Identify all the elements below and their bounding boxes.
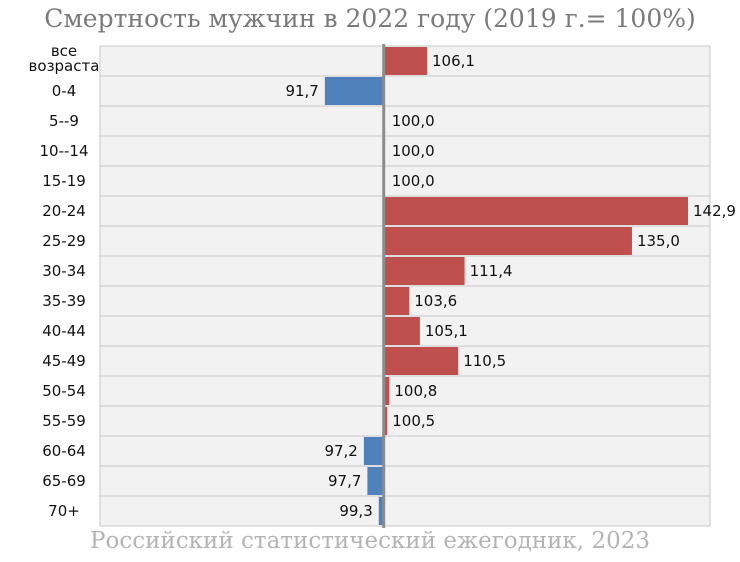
value-label: 100,0 bbox=[392, 142, 435, 160]
category-label: 50-54 bbox=[42, 382, 86, 400]
row-band bbox=[99, 75, 711, 107]
bar bbox=[383, 47, 427, 75]
category-label: 20-24 bbox=[42, 202, 86, 220]
row-band bbox=[99, 375, 711, 407]
row-band bbox=[99, 105, 711, 137]
category-label: 70+ bbox=[48, 502, 80, 520]
category-label: 55-59 bbox=[42, 412, 86, 430]
category-label: 45-49 bbox=[42, 352, 86, 370]
bar bbox=[383, 287, 410, 315]
row-band bbox=[99, 495, 711, 527]
bar bbox=[383, 347, 459, 375]
value-label: 103,6 bbox=[414, 292, 457, 310]
bar bbox=[324, 77, 384, 105]
chart-title: Смертность мужчин в 2022 году (2019 г.= … bbox=[44, 4, 696, 33]
category-label: 30-34 bbox=[42, 262, 86, 280]
row-band bbox=[99, 465, 711, 497]
chart-source: Российский статистический ежегодник, 202… bbox=[90, 528, 650, 554]
value-label: 135,0 bbox=[637, 232, 680, 250]
bar bbox=[383, 227, 632, 255]
value-label: 100,8 bbox=[394, 382, 437, 400]
bar bbox=[363, 437, 384, 465]
category-label: 65-69 bbox=[42, 472, 86, 490]
value-label: 106,1 bbox=[432, 52, 475, 70]
category-label: 40-44 bbox=[42, 322, 86, 340]
value-label: 97,2 bbox=[324, 442, 357, 460]
value-label: 97,7 bbox=[328, 472, 361, 490]
bar bbox=[383, 407, 388, 435]
category-label: 25-29 bbox=[42, 232, 86, 250]
category-label: 10--14 bbox=[40, 142, 89, 160]
bar bbox=[367, 467, 384, 495]
value-label: 99,3 bbox=[339, 502, 372, 520]
category-label: 60-64 bbox=[42, 442, 86, 460]
row-band bbox=[99, 435, 711, 467]
category-label: 35-39 bbox=[42, 292, 86, 310]
bar bbox=[383, 317, 420, 345]
bar bbox=[383, 377, 390, 405]
value-label: 91,7 bbox=[285, 82, 318, 100]
value-label: 100,0 bbox=[392, 172, 435, 190]
value-label: 105,1 bbox=[425, 322, 468, 340]
category-label: 0-4 bbox=[52, 82, 77, 100]
row-band bbox=[99, 405, 711, 437]
value-label: 111,4 bbox=[470, 262, 513, 280]
bar bbox=[378, 497, 384, 525]
bars bbox=[324, 47, 689, 525]
category-label: все возраста bbox=[29, 42, 100, 75]
category-label: 5--9 bbox=[49, 112, 79, 130]
category-labels: все возраста 0-4 5--9 10--14 15-19 20-24 25-29 3… bbox=[29, 42, 100, 520]
value-label: 142,9 bbox=[693, 202, 736, 220]
value-label: 100,0 bbox=[392, 112, 435, 130]
category-label: 15-19 bbox=[42, 172, 86, 190]
bar bbox=[383, 197, 689, 225]
value-label: 110,5 bbox=[463, 352, 506, 370]
bar bbox=[383, 257, 465, 285]
value-label: 100,5 bbox=[392, 412, 435, 430]
value-labels: 106,1 91,7 100,0 100,0 100,0 142,9 135,0 111,4 1… bbox=[285, 52, 736, 520]
